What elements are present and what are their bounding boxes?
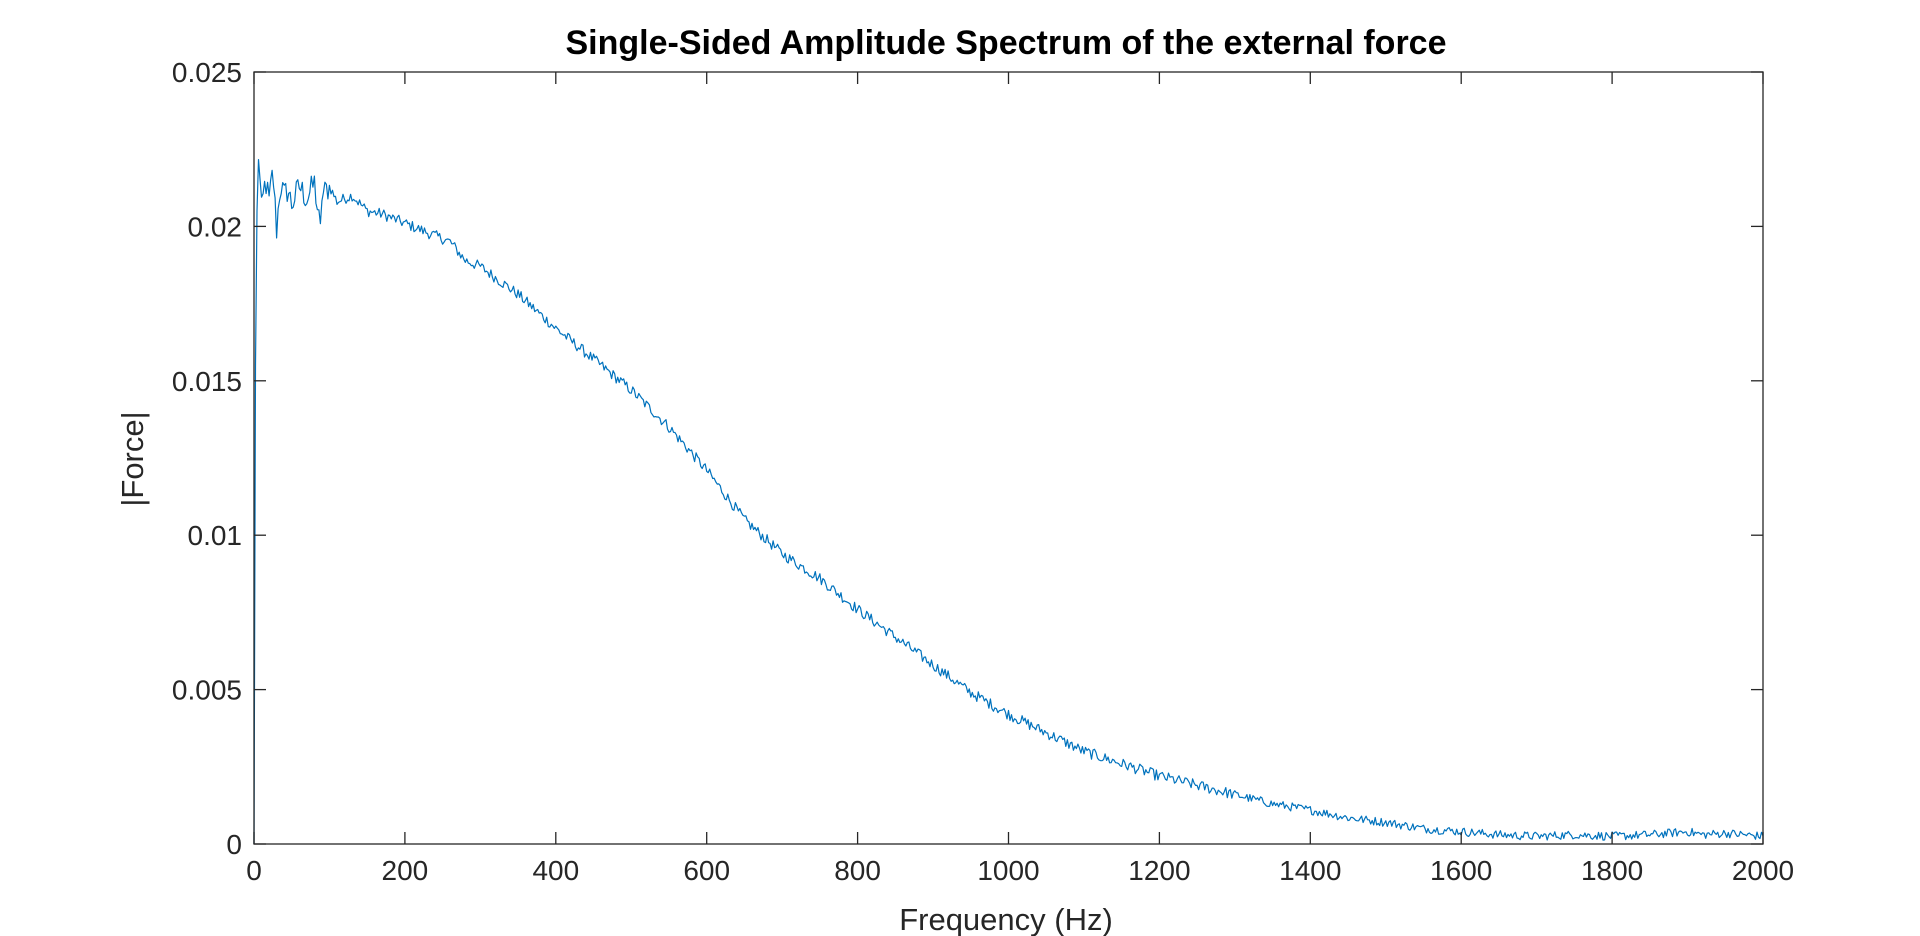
y-tick-label: 0.01	[188, 520, 243, 551]
y-axis-label: |Force|	[115, 411, 150, 506]
x-tick-label: 1600	[1430, 855, 1492, 886]
x-axis: 0 200 400 600 800 1000 1200 1400 1600 1800 2000	[246, 72, 1794, 886]
x-axis-label: Frequency (Hz)	[899, 902, 1113, 936]
series-line-0	[253, 159, 1764, 845]
x-tick-label: 0	[246, 855, 262, 886]
x-tick-label: 1200	[1128, 855, 1190, 886]
chart-title: Single-Sided Amplitude Spectrum of the e…	[566, 24, 1447, 62]
y-tick-label: 0	[226, 829, 242, 860]
y-tick-label: 0.015	[172, 366, 242, 397]
x-tick-label: 1000	[977, 855, 1039, 886]
x-tick-label: 1800	[1581, 855, 1643, 886]
x-tick-label: 1400	[1279, 855, 1341, 886]
x-tick-label: 2000	[1732, 855, 1794, 886]
y-tick-label: 0.025	[172, 57, 242, 88]
x-tick-label: 200	[382, 855, 429, 886]
y-axis: 0 0.005 0.01 0.015 0.02 0.025	[172, 57, 1763, 860]
y-tick-label: 0.02	[188, 211, 243, 242]
x-tick-label: 600	[683, 855, 730, 886]
y-tick-label: 0.005	[172, 675, 242, 706]
x-tick-label: 400	[532, 855, 579, 886]
x-tick-label: 800	[834, 855, 881, 886]
